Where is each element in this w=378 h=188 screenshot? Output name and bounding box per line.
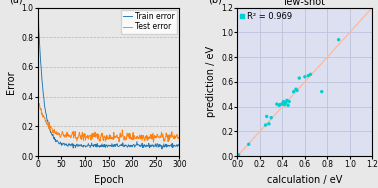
Point bbox=[296, 77, 302, 80]
Text: R² = 0.969: R² = 0.969 bbox=[247, 12, 292, 21]
Point bbox=[285, 104, 291, 107]
Legend: Train error, Test error: Train error, Test error bbox=[121, 10, 177, 33]
Point bbox=[286, 100, 292, 103]
Y-axis label: prediction / eV: prediction / eV bbox=[206, 46, 215, 117]
Test error bbox=[155, 135, 160, 137]
Point bbox=[279, 103, 285, 106]
Point bbox=[274, 103, 280, 106]
X-axis label: Epoch: Epoch bbox=[94, 175, 124, 185]
Train error bbox=[36, 28, 41, 30]
Point bbox=[293, 88, 299, 91]
Y-axis label: Error: Error bbox=[6, 70, 16, 94]
Point bbox=[284, 99, 290, 102]
Test error bbox=[177, 135, 182, 137]
Point bbox=[276, 104, 282, 107]
Train error bbox=[160, 148, 164, 150]
Point bbox=[280, 101, 286, 104]
Point bbox=[239, 15, 245, 18]
Train error bbox=[36, 6, 40, 9]
Point bbox=[280, 100, 287, 103]
Point bbox=[277, 103, 283, 106]
Point bbox=[302, 75, 308, 78]
Test error bbox=[36, 103, 41, 105]
Test error bbox=[122, 135, 127, 137]
Test error bbox=[120, 129, 125, 131]
Point bbox=[263, 124, 269, 127]
Train error bbox=[164, 143, 169, 146]
Point bbox=[246, 143, 252, 146]
Point bbox=[291, 90, 297, 93]
Point bbox=[307, 73, 313, 76]
Point bbox=[305, 74, 311, 77]
Test error bbox=[151, 141, 156, 143]
Point bbox=[268, 116, 274, 119]
Train error bbox=[119, 143, 124, 145]
Line: Train error: Train error bbox=[38, 8, 180, 149]
Train error bbox=[120, 145, 125, 147]
Title: few-shot: few-shot bbox=[284, 0, 326, 7]
Point bbox=[294, 89, 300, 92]
Point bbox=[235, 153, 242, 156]
X-axis label: calculation / eV: calculation / eV bbox=[267, 175, 342, 185]
Point bbox=[319, 90, 325, 93]
Point bbox=[283, 101, 289, 104]
Point bbox=[264, 115, 270, 118]
Text: (a): (a) bbox=[9, 0, 23, 5]
Test error bbox=[164, 135, 169, 137]
Point bbox=[282, 103, 288, 106]
Line: Test error: Test error bbox=[38, 100, 180, 142]
Train error bbox=[155, 142, 160, 145]
Train error bbox=[122, 144, 127, 146]
Point bbox=[266, 122, 272, 125]
Test error bbox=[36, 99, 40, 101]
Train error bbox=[177, 144, 182, 146]
Text: (b): (b) bbox=[208, 0, 222, 5]
Point bbox=[336, 38, 342, 41]
Test error bbox=[119, 135, 124, 137]
